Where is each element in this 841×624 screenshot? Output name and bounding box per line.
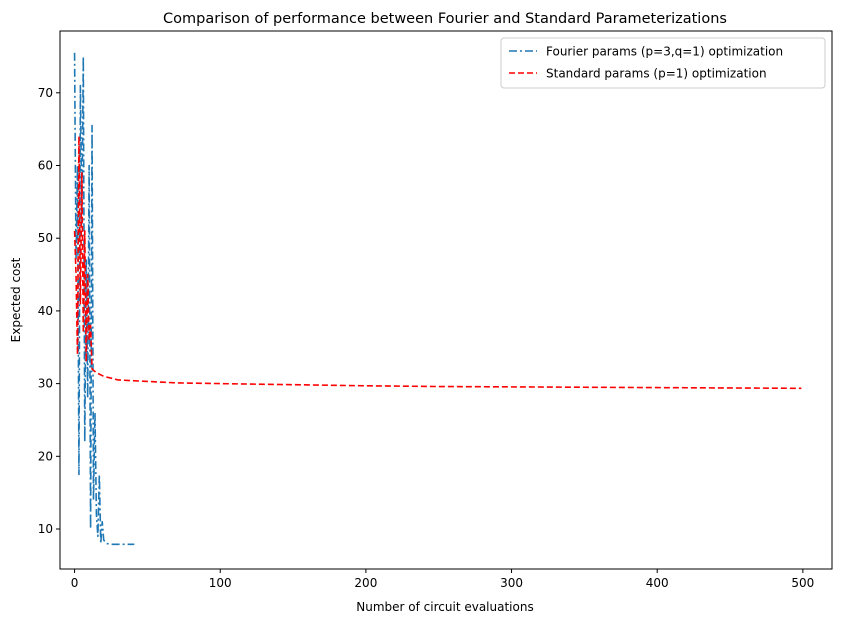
y-tick-label: 20 bbox=[38, 449, 53, 463]
x-tick-label: 300 bbox=[500, 576, 523, 590]
x-tick-label: 400 bbox=[646, 576, 669, 590]
x-tick-label: 100 bbox=[209, 576, 232, 590]
x-tick-label: 200 bbox=[354, 576, 377, 590]
chart-title: Comparison of performance between Fourie… bbox=[163, 11, 727, 27]
x-axis-title: Number of circuit evaluations bbox=[356, 600, 533, 614]
y-tick-label: 10 bbox=[38, 522, 53, 536]
legend-label-standard: Standard params (p=1) optimization bbox=[546, 67, 767, 81]
series-line-0 bbox=[73, 52, 135, 546]
y-tick-label: 40 bbox=[38, 304, 53, 318]
y-axis-title: Expected cost bbox=[9, 257, 23, 342]
series-line-1 bbox=[73, 135, 802, 390]
x-axis: 0 100 200 300 400 500 bbox=[71, 569, 814, 590]
x-tick-label: 500 bbox=[791, 576, 814, 590]
y-tick-label: 30 bbox=[38, 377, 53, 391]
x-tick-label: 0 bbox=[71, 576, 79, 590]
y-axis: 10 20 30 40 50 60 70 bbox=[38, 86, 60, 536]
y-tick-label: 60 bbox=[38, 159, 53, 173]
legend-label-fourier: Fourier params (p=3,q=1) optimization bbox=[546, 45, 783, 59]
y-tick-label: 50 bbox=[38, 231, 53, 245]
series-layer bbox=[73, 52, 802, 546]
legend-box bbox=[500, 37, 826, 89]
legend: Fourier params (p=3,q=1) optimization St… bbox=[500, 37, 826, 89]
plot-frame bbox=[59, 30, 833, 570]
y-tick-label: 70 bbox=[38, 86, 53, 100]
